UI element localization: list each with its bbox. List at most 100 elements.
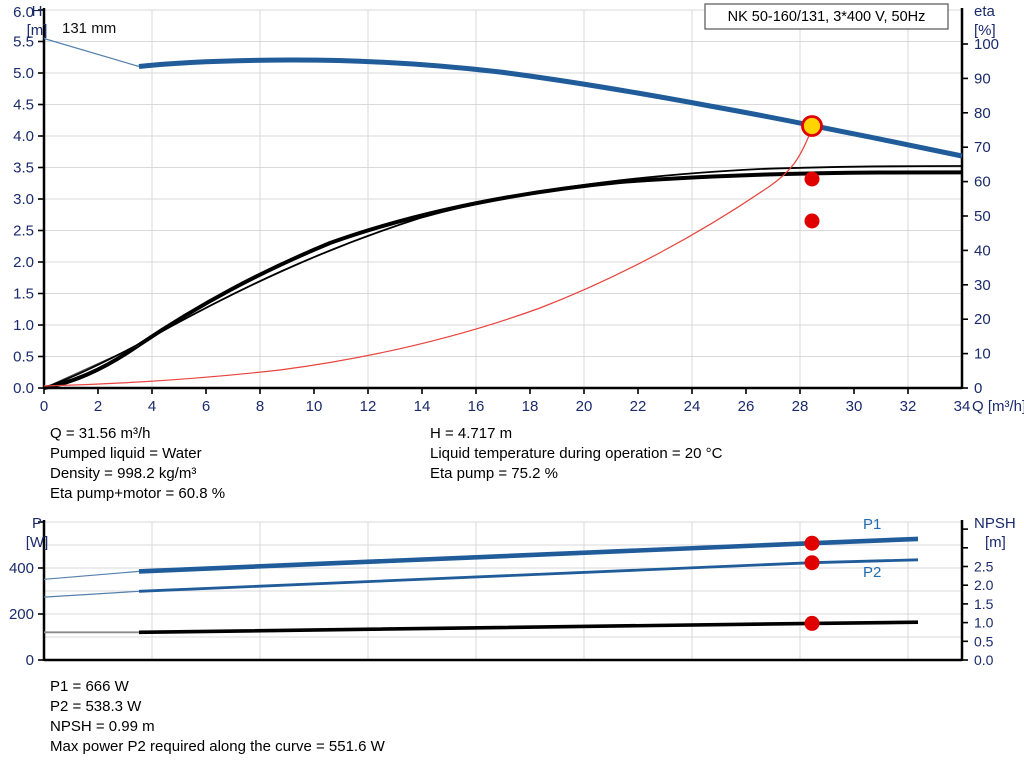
head-eta-chart: 0.0 0.5 1.0 1.5 2.0 2.5 3.0 3.5 4.0 4.5 5.0 5.… <box>13 3 1024 415</box>
svg-text:10: 10 <box>306 398 323 415</box>
head-curve-thin-start <box>43 37 140 68</box>
duty-info-top: Q = 31.56 m³/h Pumped liquid = Water Den… <box>0 425 1024 510</box>
svg-text:4: 4 <box>148 398 156 415</box>
svg-text:28: 28 <box>792 398 809 415</box>
duty-point-eta-pump-motor <box>804 213 820 229</box>
power-axis-title: P <box>32 515 42 532</box>
svg-text:2.0: 2.0 <box>974 577 994 593</box>
svg-text:5.0: 5.0 <box>13 65 34 82</box>
duty-point-eta-pump <box>804 171 820 187</box>
top-chart-left-ticklabels: 0.0 0.5 1.0 1.5 2.0 2.5 3.0 3.5 4.0 4.5 5.0 5.… <box>13 4 34 397</box>
svg-text:10: 10 <box>974 346 991 363</box>
svg-text:200: 200 <box>9 606 34 623</box>
info-p2: P2 = 538.3 W <box>50 698 142 715</box>
svg-text:400: 400 <box>9 560 34 577</box>
svg-text:24: 24 <box>684 398 701 415</box>
svg-text:30: 30 <box>974 277 991 294</box>
bottom-chart-right-ticks <box>962 528 968 661</box>
bottom-chart-left-ticks <box>38 521 44 661</box>
eta-axis-title: eta <box>974 3 996 20</box>
power-axis-unit: [W] <box>26 534 49 551</box>
bottom-chart-axes <box>42 520 964 662</box>
svg-text:0.5: 0.5 <box>13 349 34 366</box>
svg-text:80: 80 <box>974 105 991 122</box>
svg-text:32: 32 <box>900 398 917 415</box>
flow-axis-label: Q [m³/h] <box>972 398 1024 415</box>
info-density: Density = 998.2 kg/m³ <box>50 465 197 482</box>
svg-text:1.0: 1.0 <box>13 317 34 334</box>
info-eta-pump-motor: Eta pump+motor = 60.8 % <box>50 485 226 502</box>
svg-text:0.0: 0.0 <box>974 652 994 668</box>
svg-text:0.0: 0.0 <box>13 380 34 397</box>
svg-text:2: 2 <box>94 398 102 415</box>
duty-point-p1 <box>804 535 820 551</box>
pump-title-text: NK 50-160/131, 3*400 V, 50Hz <box>728 9 926 25</box>
svg-text:12: 12 <box>360 398 377 415</box>
svg-text:20: 20 <box>974 311 991 328</box>
svg-text:20: 20 <box>576 398 593 415</box>
svg-text:14: 14 <box>414 398 431 415</box>
svg-text:3.0: 3.0 <box>13 191 34 208</box>
svg-text:4.5: 4.5 <box>13 97 34 114</box>
p2-curve-thin-start <box>43 590 140 598</box>
npsh-curve <box>138 620 919 635</box>
top-chart-right-ticks <box>962 43 968 389</box>
svg-text:5.5: 5.5 <box>13 34 34 51</box>
duty-point-npsh <box>804 615 820 631</box>
info-max-power-p2: Max power P2 required along the curve = … <box>50 738 385 755</box>
duty-point-head <box>801 115 823 137</box>
svg-text:0.5: 0.5 <box>974 633 994 649</box>
svg-text:2.5: 2.5 <box>974 559 994 575</box>
svg-text:60: 60 <box>974 174 991 191</box>
svg-text:2.0: 2.0 <box>13 254 34 271</box>
bottom-chart-left-ticklabels: 0 200 400 <box>9 560 34 669</box>
pump-title-box: NK 50-160/131, 3*400 V, 50Hz <box>704 3 949 30</box>
top-chart-x-ticks <box>43 388 909 394</box>
eta-pump-motor-curve <box>43 170 963 390</box>
svg-text:6: 6 <box>202 398 210 415</box>
info-flow: Q = 31.56 m³/h <box>50 425 151 442</box>
p1-curve <box>138 536 919 574</box>
svg-text:8: 8 <box>256 398 264 415</box>
impeller-diameter-label: 131 mm <box>62 20 116 37</box>
npsh-axis-title: NPSH <box>974 515 1016 532</box>
npsh-axis-unit: [m] <box>985 534 1006 551</box>
info-eta-pump: Eta pump = 75.2 % <box>430 465 558 482</box>
svg-text:50: 50 <box>974 208 991 225</box>
svg-text:30: 30 <box>846 398 863 415</box>
npsh-red-curve-top <box>43 127 813 387</box>
duty-point-p2 <box>804 555 820 571</box>
info-pumped-liquid: Pumped liquid = Water <box>50 445 202 462</box>
svg-text:34: 34 <box>954 398 971 415</box>
svg-text:26: 26 <box>738 398 755 415</box>
p1-series-label: P1 <box>863 516 881 533</box>
svg-text:22: 22 <box>630 398 647 415</box>
info-head: H = 4.717 m <box>430 425 513 442</box>
p1-curve-thin-start <box>43 570 140 580</box>
top-chart-left-ticks <box>38 9 44 389</box>
svg-text:18: 18 <box>522 398 539 415</box>
svg-text:40: 40 <box>974 242 991 259</box>
top-chart-right-ticklabels: 0 10 20 30 40 50 60 70 80 90 100 <box>974 36 999 397</box>
head-axis-unit: [m] <box>27 22 48 39</box>
duty-info-bottom: P1 = 666 W P2 = 538.3 W NPSH = 0.99 m Ma… <box>0 678 1024 778</box>
svg-text:1.0: 1.0 <box>974 615 994 631</box>
svg-text:4.0: 4.0 <box>13 128 34 145</box>
info-p1: P1 = 666 W <box>50 678 129 695</box>
svg-text:70: 70 <box>974 139 991 156</box>
head-curve <box>138 57 963 159</box>
p2-series-label: P2 <box>863 564 881 581</box>
svg-text:2.5: 2.5 <box>13 223 34 240</box>
head-axis-title: H <box>32 3 43 20</box>
svg-text:3.5: 3.5 <box>13 160 34 177</box>
bottom-chart-right-ticklabels: 0.0 0.5 1.0 1.5 2.0 2.5 <box>974 559 994 669</box>
svg-text:0: 0 <box>26 652 34 669</box>
eta-axis-unit: [%] <box>974 22 996 39</box>
eta-pump-curve <box>43 165 963 389</box>
info-npsh: NPSH = 0.99 m <box>50 718 155 735</box>
svg-text:0: 0 <box>40 398 48 415</box>
svg-text:1.5: 1.5 <box>974 596 994 612</box>
svg-text:1.5: 1.5 <box>13 286 34 303</box>
svg-text:0: 0 <box>974 380 982 397</box>
